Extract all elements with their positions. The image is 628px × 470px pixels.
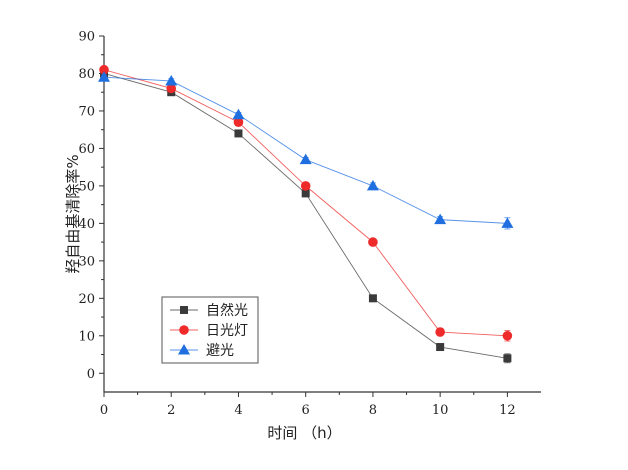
y-tick-label: 50 [78, 179, 95, 194]
legend-entry-2: 日光灯 [170, 323, 248, 339]
legend-marker [178, 344, 190, 355]
legend-entry-1: 自然光 [170, 302, 248, 319]
legend-marker [180, 306, 188, 314]
series-line [103, 76, 508, 224]
data-point [366, 179, 379, 191]
y-tick-label: 0 [87, 367, 95, 382]
y-tick-label: 80 [78, 67, 95, 82]
legend-entry-3: 避光 [170, 343, 234, 359]
x-tick-label: 2 [167, 403, 175, 418]
y-tick-label: 70 [78, 104, 95, 119]
legend-label: 避光 [206, 343, 234, 359]
y-tick-label: 20 [78, 292, 95, 307]
series-2 [99, 64, 513, 342]
data-point [503, 354, 512, 363]
series-line [103, 69, 508, 337]
data-point [165, 74, 178, 86]
data-point [98, 71, 110, 82]
y-axis-title: 羟自由基清除率% [64, 154, 82, 273]
data-point [233, 117, 244, 127]
data-point [234, 129, 243, 138]
legend-label: 日光灯 [206, 323, 248, 339]
y-tick-label: 60 [78, 142, 95, 157]
data-point [301, 189, 310, 198]
data-point [99, 64, 109, 75]
data-point [368, 237, 378, 247]
y-tick-label: 90 [78, 30, 95, 45]
axes: 0 2 4 6 8 10 12 0 10 20 30 40 50 60 70 80 90 [78, 30, 541, 418]
x-tick-label: 12 [499, 403, 516, 418]
series-3 [98, 71, 514, 230]
x-tick-label: 4 [234, 403, 242, 418]
x-tick-label: 8 [369, 403, 377, 418]
data-point [368, 294, 377, 303]
y-tick-label: 10 [78, 329, 95, 344]
data-point [435, 327, 445, 337]
data-point [434, 213, 447, 225]
x-tick-label: 6 [302, 403, 310, 418]
data-point [501, 217, 514, 228]
x-axis-title: 时间 （h） [267, 424, 341, 442]
legend-marker [179, 325, 189, 335]
series-layer [98, 64, 514, 364]
x-tick-label: 10 [432, 403, 449, 418]
y-tick-label: 30 [78, 254, 95, 269]
data-point [436, 343, 445, 352]
data-point [232, 108, 245, 120]
data-point [299, 153, 312, 165]
data-point [166, 83, 177, 94]
x-tick-label: 0 [100, 403, 108, 418]
data-point [502, 330, 513, 341]
data-point [300, 181, 311, 191]
y-tick-label: 40 [78, 217, 95, 232]
legend-label: 自然光 [206, 302, 248, 319]
